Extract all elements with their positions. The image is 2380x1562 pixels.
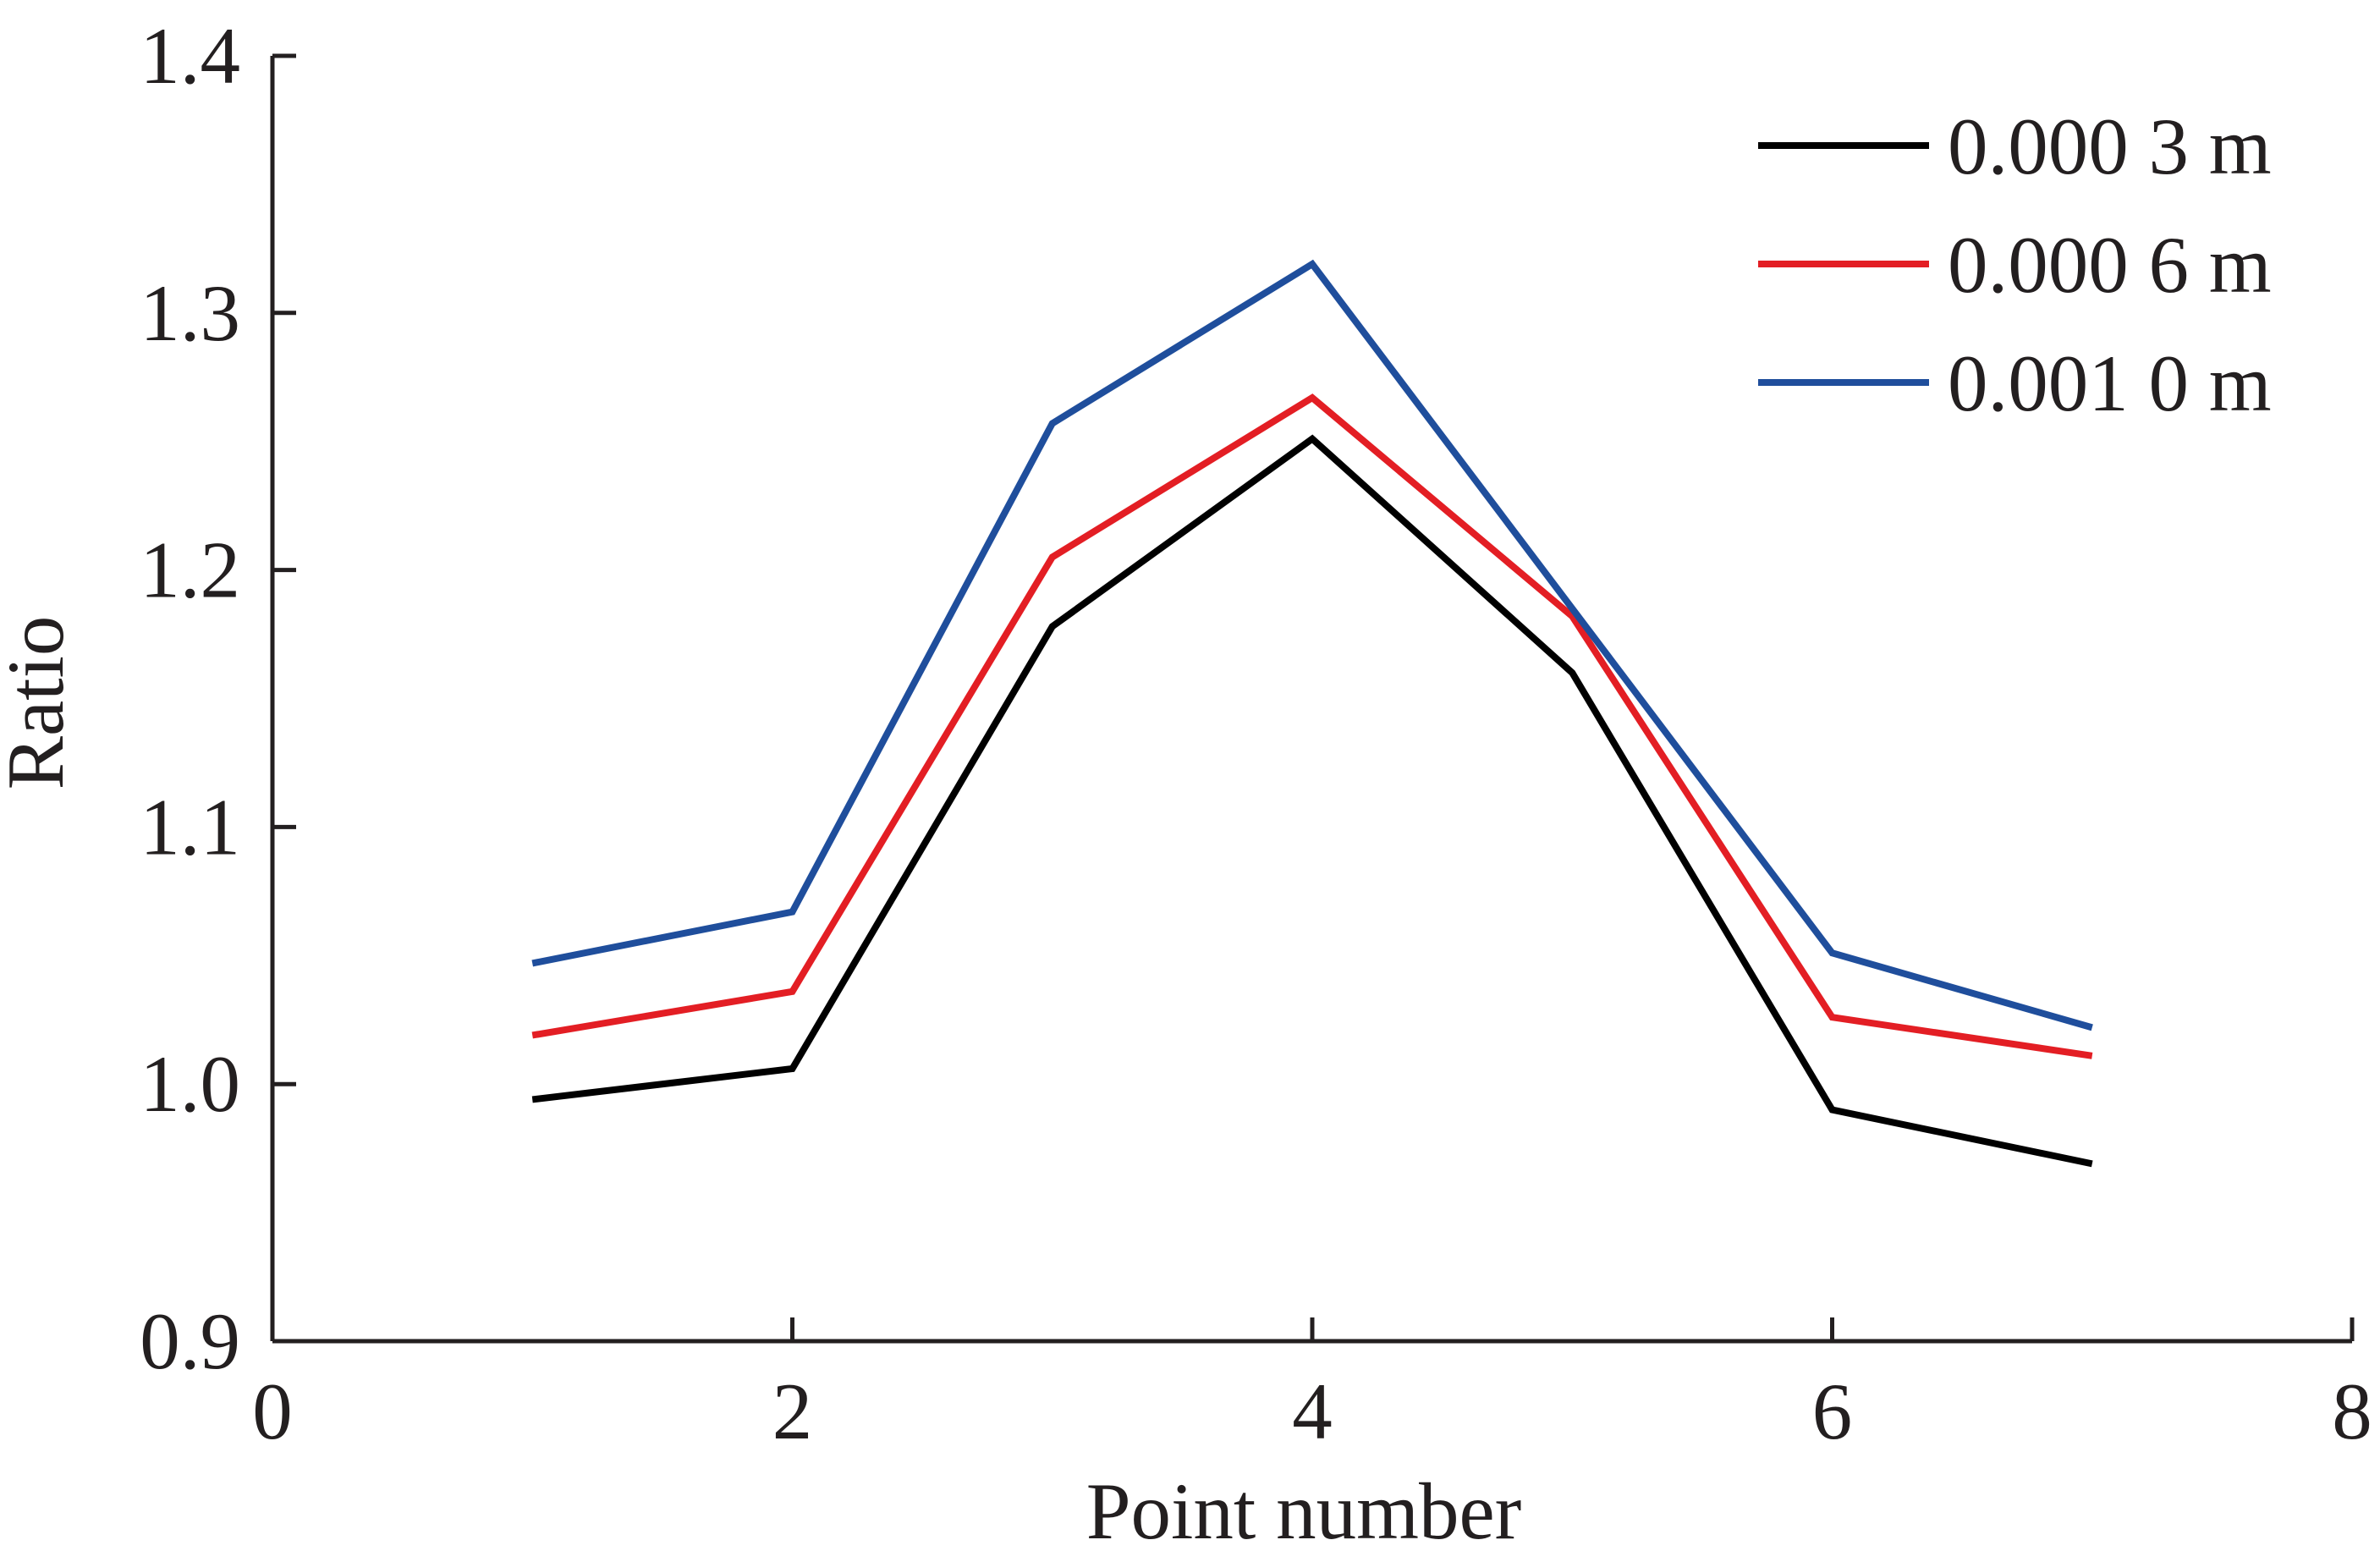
y-ticks: 0.9 1.0 1.1 1.2 1.3 1.4 xyxy=(140,11,296,1386)
x-tick-label: 8 xyxy=(2332,1367,2372,1456)
x-tick-label: 2 xyxy=(772,1367,813,1456)
legend-label-2: 0.000 6 m xyxy=(1948,220,2272,310)
x-ticks: 0 2 4 6 8 xyxy=(252,1317,2372,1456)
series-line-2 xyxy=(531,393,2093,1059)
x-axis-title: Point number xyxy=(1086,1466,1522,1556)
legend-label-3: 0.001 0 m xyxy=(1948,338,2272,428)
x-tick-label: 0 xyxy=(252,1367,293,1456)
legend-label-1: 0.000 3 m xyxy=(1948,102,2272,191)
y-tick-label: 1.1 xyxy=(140,782,240,872)
y-tick-label: 1.0 xyxy=(140,1039,240,1129)
series-line-1 xyxy=(531,434,2093,1168)
series-layer xyxy=(531,259,2093,1168)
x-tick-label: 6 xyxy=(1812,1367,1853,1456)
series-line-3 xyxy=(531,259,2093,1031)
y-axis-title: Ratio xyxy=(0,616,80,790)
y-tick-label: 0.9 xyxy=(140,1296,240,1386)
legend: 0.000 3 m 0.000 6 m 0.001 0 m xyxy=(1758,102,2272,428)
x-tick-label: 4 xyxy=(1292,1367,1333,1456)
y-tick-label: 1.2 xyxy=(140,525,240,615)
y-tick-label: 1.3 xyxy=(140,268,240,358)
y-tick-label: 1.4 xyxy=(140,11,240,101)
